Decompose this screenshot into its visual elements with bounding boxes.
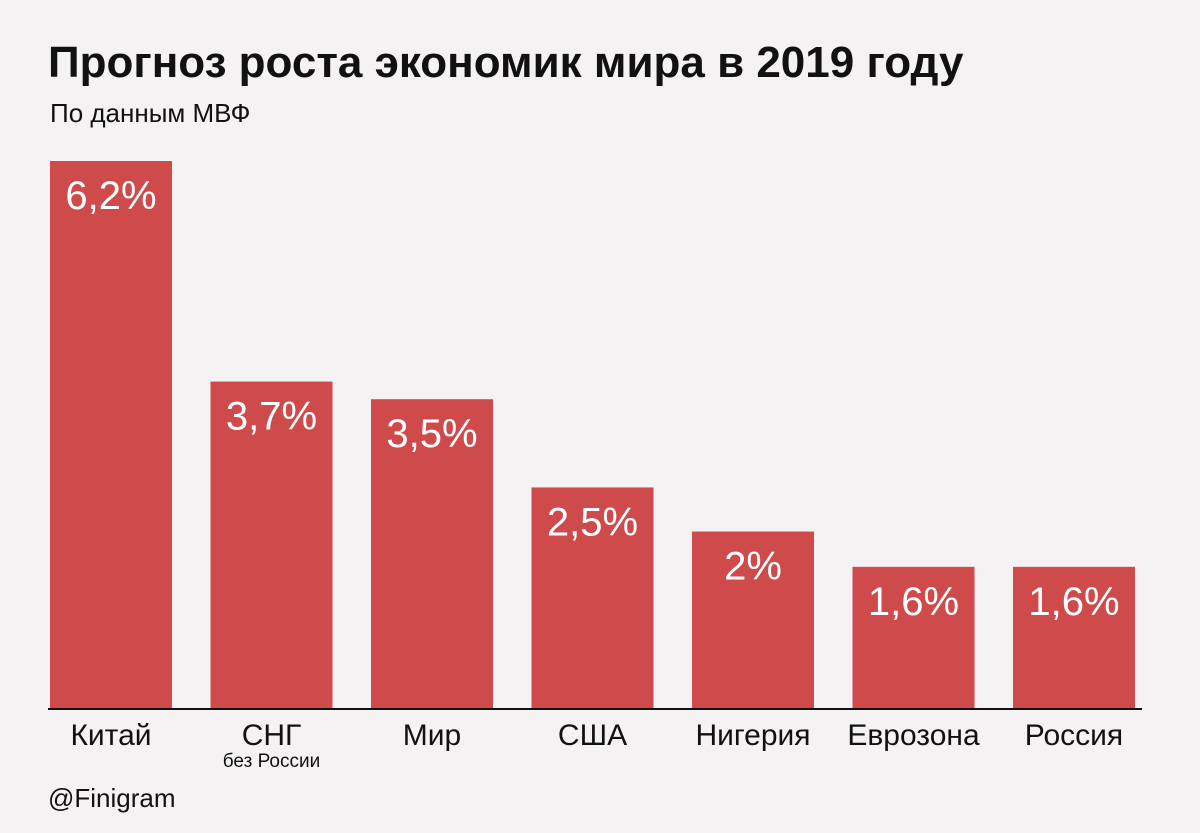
category-label: Нигерия: [695, 719, 810, 752]
chart-subtitle: По данным МВФ: [50, 98, 251, 128]
bar-value-label: 3,7%: [226, 395, 317, 439]
category-sublabel: без России: [223, 751, 320, 772]
bar-value-label: 1,6%: [1028, 580, 1119, 624]
bar-value-label: 2,5%: [547, 500, 638, 544]
bar: [1013, 566, 1135, 708]
bars-layer: 6,2% 3,7% 3,5% 2,5% 2% 1,6% 1,6%: [50, 161, 1135, 708]
category-label: СНГ: [242, 719, 302, 752]
bar: [50, 161, 172, 708]
bar: [371, 399, 493, 708]
bar-value-label: 3,5%: [386, 412, 477, 456]
source-credit: @Finigram: [48, 783, 176, 813]
category-label: Китай: [70, 719, 151, 752]
bar: [692, 531, 814, 708]
chart-title: Прогноз роста экономик мира в 2019 году: [48, 38, 964, 87]
bar: [531, 487, 654, 708]
bar-value-label: 6,2%: [65, 174, 156, 218]
bar-value-label: 1,6%: [868, 580, 959, 624]
category-label: Россия: [1025, 719, 1123, 752]
bar: [852, 566, 975, 708]
category-label: Мир: [403, 719, 461, 752]
bar-value-label: 2%: [724, 545, 782, 589]
category-label: США: [558, 719, 627, 752]
category-label: Еврозона: [847, 719, 980, 752]
bar: [210, 381, 333, 708]
